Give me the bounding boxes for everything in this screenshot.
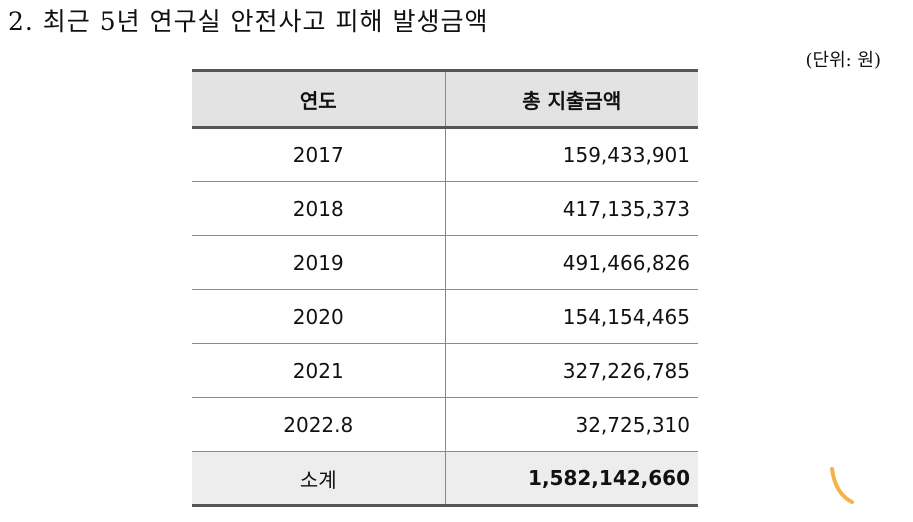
table-row: 2018 417,135,373: [192, 181, 698, 236]
table-row: 2017 159,433,901: [192, 127, 698, 182]
year-cell: 2019: [192, 235, 445, 290]
year-cell: 2022.8: [192, 397, 445, 452]
damage-cost-table: 연도 총 지출금액 2017 159,433,901 2018 417,135,…: [192, 69, 698, 507]
header-year: 연도: [192, 69, 445, 129]
total-label: 소계: [192, 451, 445, 507]
year-cell: 2020: [192, 289, 445, 344]
unit-label: (단위: 원): [805, 50, 881, 71]
total-amount: 1,582,142,660: [444, 451, 698, 507]
table-row: 2022.8 32,725,310: [192, 397, 698, 452]
amount-cell: 32,725,310: [444, 397, 698, 452]
amount-cell: 327,226,785: [444, 343, 698, 398]
table-header-row: 연도 총 지출금액: [192, 69, 698, 129]
amount-cell: 159,433,901: [444, 127, 698, 182]
header-total-amount: 총 지출금액: [444, 69, 698, 129]
amount-cell: 154,154,465: [444, 289, 698, 344]
document-title: 2. 최근 5년 연구실 안전사고 피해 발생금액: [8, 7, 489, 36]
year-cell: 2018: [192, 181, 445, 236]
curved-stroke-icon: [830, 467, 854, 504]
amount-cell: 491,466,826: [444, 235, 698, 290]
year-cell: 2021: [192, 343, 445, 398]
table-row: 2019 491,466,826: [192, 235, 698, 290]
total-row: 소계 1,582,142,660: [192, 451, 698, 507]
table-row: 2020 154,154,465: [192, 289, 698, 344]
table-row: 2021 327,226,785: [192, 343, 698, 398]
amount-cell: 417,135,373: [444, 181, 698, 236]
year-cell: 2017: [192, 127, 445, 182]
